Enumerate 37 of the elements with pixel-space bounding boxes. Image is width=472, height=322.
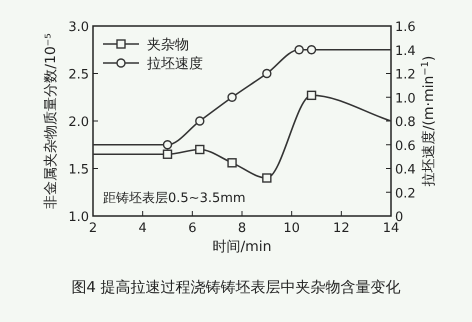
annotation: 距铸坯表层0.5~3.5mm [103, 191, 246, 206]
y2-tick-label: 0.8 [395, 115, 416, 130]
y2-tick-label: 0.6 [395, 138, 416, 154]
x-tick-label: 10 [283, 221, 300, 236]
y2-tick-label: 1.6 [395, 20, 416, 35]
point [294, 45, 304, 54]
x-tick-label: 4 [138, 221, 147, 236]
point [306, 45, 316, 54]
point [227, 92, 237, 102]
point [262, 68, 272, 78]
x-tick-label: 14 [382, 221, 400, 236]
point [195, 116, 204, 126]
point [162, 140, 172, 150]
y2-tick-label: 1.2 [395, 68, 416, 82]
y-tick-label: 2.0 [68, 115, 89, 130]
x-tick-label: 12 [333, 221, 350, 236]
y2-tick-label: 1.4 [395, 44, 416, 59]
y-tick-label: 2.5 [68, 68, 89, 82]
y-tick-label: 1.5 [68, 162, 89, 178]
text: 图4 提高拉速过程浇铸铸坯表层中夹杂物含量变化 [71, 278, 401, 296]
y2-tick-label: 0.2 [395, 186, 416, 202]
x-tick-label: 2 [88, 221, 98, 236]
y-tick-label: 3.0 [68, 20, 89, 35]
point [262, 173, 272, 183]
y-tick-label: 1.0 [68, 210, 89, 225]
point [306, 90, 316, 100]
point [162, 150, 172, 159]
y2-tick-label: 1.0 [395, 91, 416, 106]
x-tick-label: 6 [188, 221, 196, 236]
point [195, 144, 204, 154]
y-axis-title: 非金属夹杂物质量分数/10⁻⁵ [43, 33, 59, 209]
y2-tick-label: 0.4 [395, 162, 416, 178]
legend-label: 夹杂物 [147, 37, 189, 53]
x-axis-title: 时间/min [212, 239, 272, 255]
x-tick-label: 8 [238, 221, 246, 236]
point [227, 158, 237, 168]
legend-label: 拉坯速度 [147, 56, 203, 72]
